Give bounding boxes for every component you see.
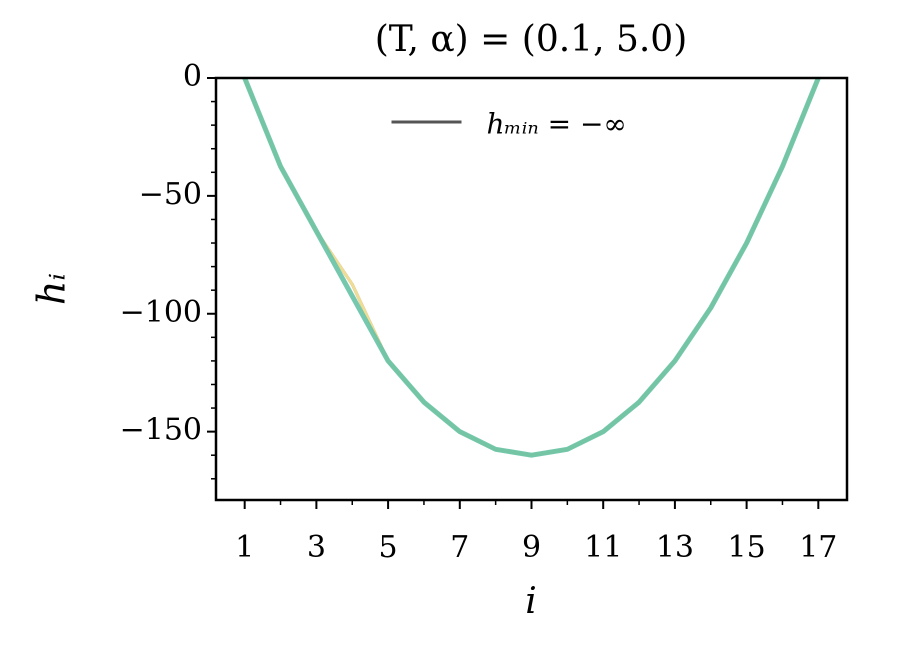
y-tick-label: 0	[183, 59, 202, 94]
y-tick-label: −100	[120, 295, 202, 330]
y-axis-label: hᵢ	[30, 273, 74, 305]
x-tick-label: 13	[656, 530, 694, 565]
x-tick-label: 7	[450, 530, 469, 565]
x-tick-label: 3	[307, 530, 326, 565]
y-tick-label: −150	[120, 413, 202, 448]
x-tick-label: 11	[584, 530, 622, 565]
plot-frame	[214, 76, 849, 502]
chart-title: (T, α) = (0.1, 5.0)	[375, 19, 688, 60]
y-tick-label: −50	[139, 177, 202, 212]
x-tick-label: 1	[235, 530, 254, 565]
x-tick-label: 5	[379, 530, 398, 565]
data-line	[242, 77, 821, 458]
x-tick-label: 9	[522, 530, 541, 565]
legend-label: hₘᵢₙ = −∞	[487, 108, 627, 141]
x-tick-label: 17	[799, 530, 837, 565]
x-axis-label: i	[525, 581, 537, 622]
x-tick-label: 15	[728, 530, 766, 565]
